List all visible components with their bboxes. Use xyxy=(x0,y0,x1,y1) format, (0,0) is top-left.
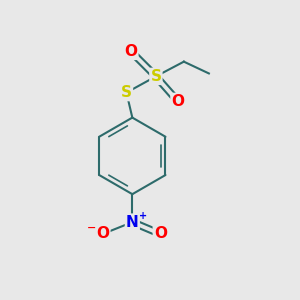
Text: S: S xyxy=(150,69,161,84)
Text: N: N xyxy=(126,214,139,230)
Text: −: − xyxy=(86,222,96,233)
Text: +: + xyxy=(140,211,148,221)
Text: O: O xyxy=(172,94,184,109)
Text: O: O xyxy=(124,44,137,59)
Text: O: O xyxy=(96,226,110,242)
Text: S: S xyxy=(121,85,132,100)
Text: O: O xyxy=(154,226,167,242)
